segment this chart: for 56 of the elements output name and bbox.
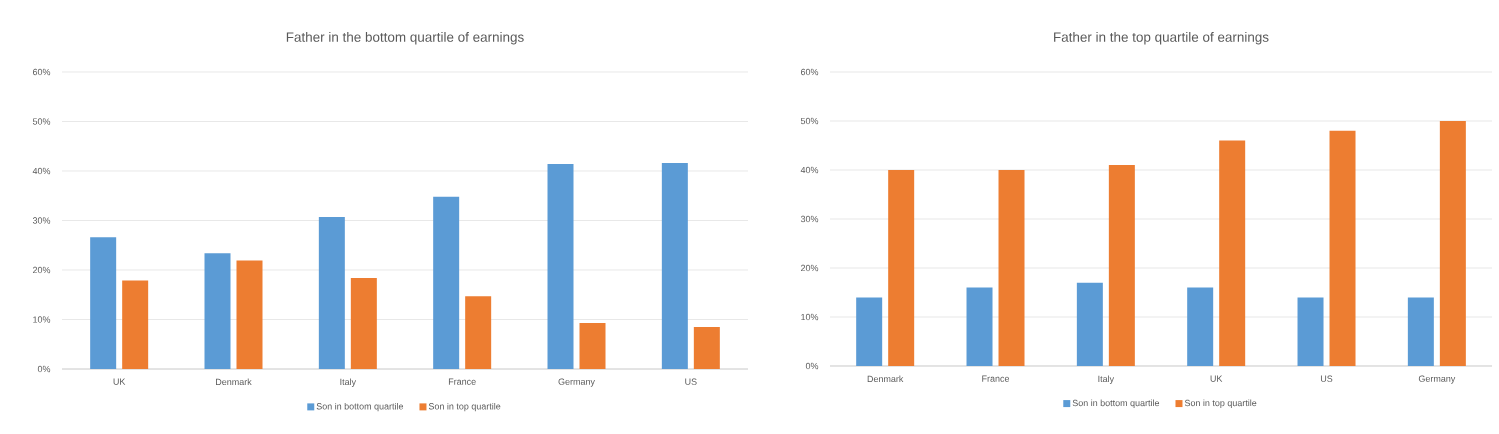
bar (547, 164, 574, 369)
x-tick-label: US (685, 378, 697, 385)
bar (966, 287, 993, 366)
x-tick-label: US (1320, 375, 1333, 382)
x-tick-label: Italy (340, 378, 357, 387)
bar (1329, 130, 1356, 366)
bar (1407, 297, 1434, 366)
bar (888, 170, 915, 366)
legend-label: Son in top quartile (1184, 399, 1257, 408)
x-tick-label: UK (1210, 375, 1223, 382)
y-tick-label: 0% (805, 362, 819, 370)
y-tick-label: 60% (801, 68, 819, 76)
y-tick-label: 10% (33, 316, 51, 323)
bar (856, 297, 883, 366)
y-tick-label: 40% (800, 166, 819, 174)
x-tick-label: France (982, 375, 1010, 382)
x-tick-label: Italy (1098, 375, 1115, 384)
bar (204, 253, 231, 369)
bar (350, 277, 377, 369)
bar (693, 326, 720, 369)
bar (90, 237, 117, 369)
bar (661, 163, 688, 369)
y-tick-label: 20% (801, 264, 819, 272)
bar (122, 280, 149, 369)
bar (318, 217, 345, 369)
bar (1187, 287, 1214, 366)
y-tick-label: 10% (801, 313, 819, 321)
x-tick-label: Germany (558, 378, 595, 387)
bar (465, 296, 492, 369)
chart-title: Father in the top quartile of earnings (1054, 31, 1269, 45)
y-tick-label: 0% (37, 365, 51, 373)
legend-label: Son in bottom quartile (316, 402, 404, 412)
bar (1297, 297, 1324, 366)
y-tick-label: 40% (32, 167, 51, 175)
x-tick-label: Denmark (216, 378, 252, 386)
bar (433, 196, 460, 369)
chart-title: Father in the bottom quartile of earnings (286, 31, 524, 45)
x-tick-label: France (448, 378, 476, 385)
bar (1108, 165, 1135, 366)
x-tick-label: Germany (1418, 375, 1456, 384)
y-tick-label: 30% (800, 215, 819, 223)
y-tick-label: 20% (32, 266, 51, 274)
bar (236, 260, 263, 369)
bar (998, 170, 1025, 366)
x-tick-label: Denmark (867, 375, 904, 383)
y-tick-label: 50% (800, 117, 819, 125)
y-tick-label: 60% (32, 68, 51, 76)
y-tick-label: 30% (32, 217, 51, 224)
legend-label: Son in bottom quartile (1072, 399, 1160, 408)
bar (579, 322, 606, 369)
x-tick-label: UK (113, 378, 126, 385)
bar (1076, 282, 1103, 366)
y-tick-label: 50% (32, 118, 51, 125)
legend-label: Son in top quartile (428, 402, 501, 412)
bar (1219, 140, 1246, 366)
bar (1439, 121, 1466, 366)
